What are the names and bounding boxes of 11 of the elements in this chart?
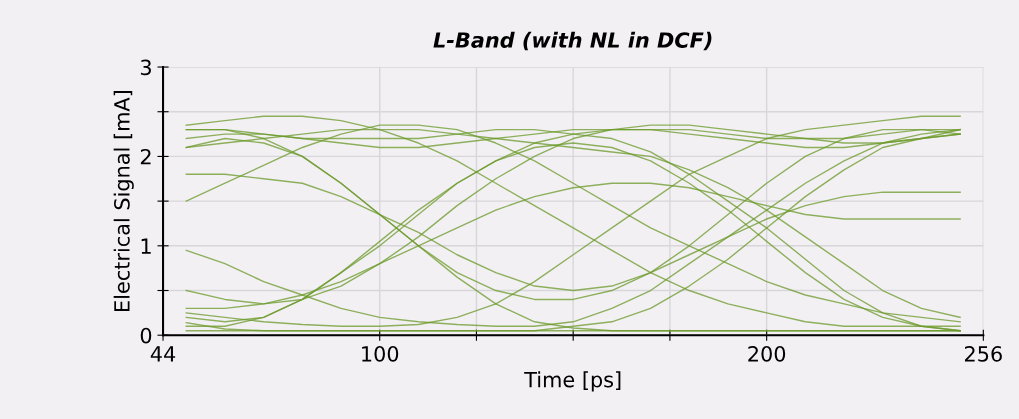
x-tick-label: 200 [748, 345, 786, 362]
x-tick-label: 44 [150, 346, 176, 362]
y-tick-label: 0 [140, 327, 152, 344]
y-tick-label: 3 [140, 59, 151, 76]
y-tick-label: 2 [140, 148, 151, 165]
x-axis-title: Time [ps] [524, 371, 621, 392]
y-tick-label: 1 [141, 238, 151, 254]
chart-title: L-Band (with NL in DCF) [433, 31, 712, 51]
y-axis-title: Electrical Signal [mA] [113, 91, 134, 311]
x-tick-label: 100 [362, 345, 399, 362]
x-tick-label: 256 [964, 345, 1002, 362]
